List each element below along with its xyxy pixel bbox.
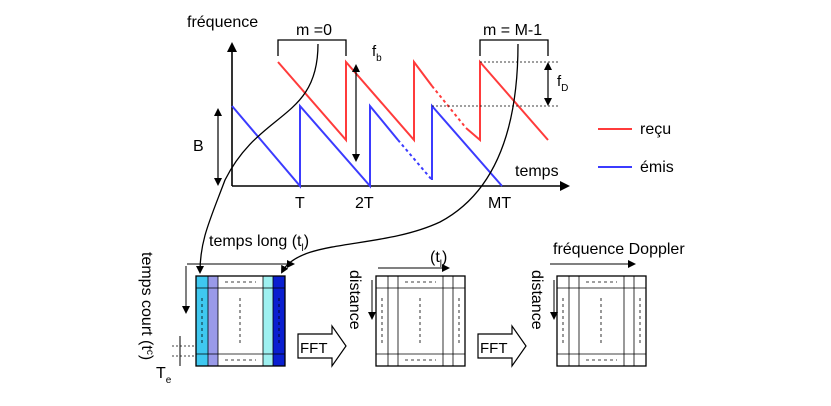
tl-label: (tl) <box>430 249 447 270</box>
Te-label: Te <box>156 365 172 386</box>
mM-label: m = M-1 <box>483 22 542 39</box>
tick-MT: MT <box>488 195 511 212</box>
legend-recu-label: reçu <box>640 121 671 138</box>
tick-T: T <box>295 195 305 212</box>
fD-label: fD <box>557 73 568 94</box>
fft-label-1: FFT <box>300 340 328 357</box>
frequency-time-plot: fréquence temps T 2T MT B fb fD m <box>187 14 674 212</box>
doppler-label: fréquence Doppler <box>553 241 685 258</box>
matrix-range <box>375 275 466 367</box>
tick-2T: 2T <box>355 195 374 212</box>
matrix-doppler <box>556 275 647 367</box>
fft-arrow-1: FFT <box>297 324 347 368</box>
connector-mM <box>281 43 519 274</box>
m0-label: m =0 <box>296 22 332 39</box>
B-label: B <box>193 138 204 155</box>
m0-bracket <box>277 39 347 56</box>
legend-emis-label: émis <box>640 159 674 176</box>
fft-label-2: FFT <box>480 340 508 357</box>
temps-long-label: temps long (tl) <box>209 233 309 254</box>
y-axis-label: fréquence <box>187 14 258 31</box>
distance-label-1: distance <box>346 270 363 330</box>
distance-label-2: distance <box>528 270 545 330</box>
matrix-raw <box>195 275 286 367</box>
x-axis-label: temps <box>515 163 559 180</box>
fb-label: fb <box>372 43 382 64</box>
fft-arrow-2: FFT <box>477 324 527 368</box>
mM-bracket <box>479 39 549 56</box>
temps-court-label: temps court (tc) <box>138 252 155 360</box>
connector-m0 <box>196 43 319 274</box>
emis-signal <box>231 103 503 189</box>
